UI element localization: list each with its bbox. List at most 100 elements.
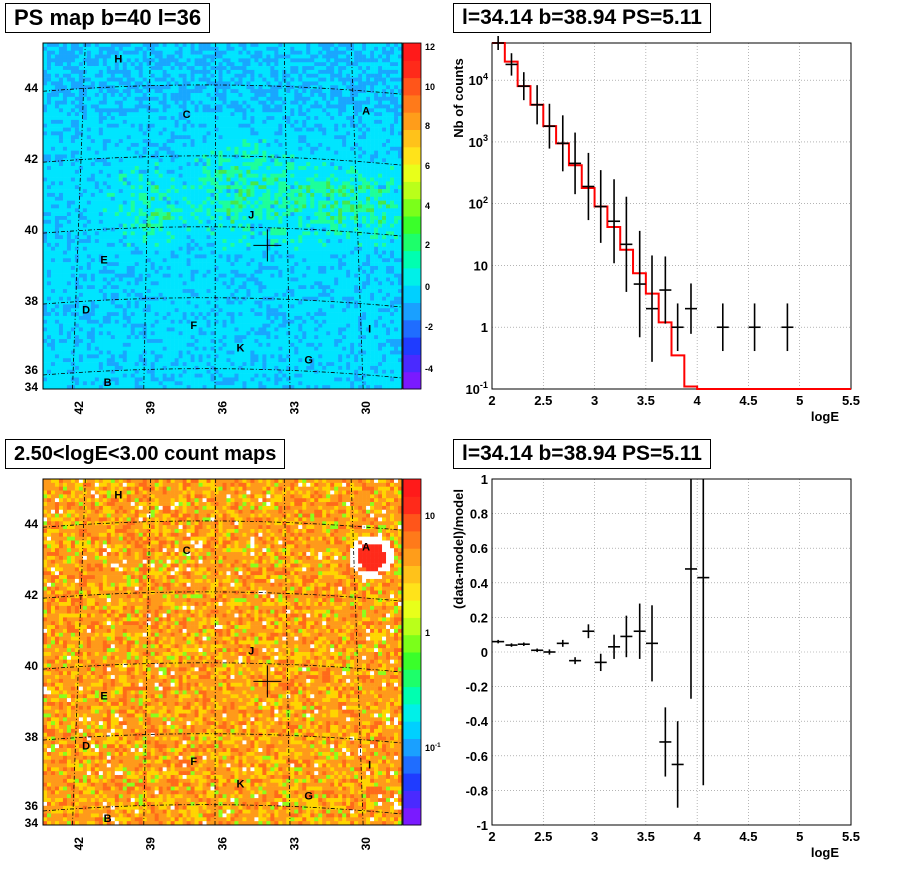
ps-map-pixel (262, 54, 267, 59)
ps-map-pixel (110, 135, 116, 140)
ps-map-pixel (122, 58, 128, 63)
ps-map-pixel (206, 350, 211, 355)
ps-map-pixel (90, 127, 96, 132)
ps-map-pixel (222, 81, 227, 86)
ps-map-pixel (54, 219, 60, 224)
ps-map-pixel (86, 181, 92, 186)
ps-map-pixel (214, 354, 219, 359)
ps-map-pixel (166, 73, 171, 78)
ps-map-pixel (50, 185, 56, 190)
ps-map-pixel (238, 158, 243, 163)
ps-map-pixel (142, 216, 148, 221)
ps-map-pixel (230, 369, 235, 374)
ps-map-pixel (118, 262, 124, 267)
ps-map-pixel (46, 77, 52, 82)
ps-map-pixel (246, 154, 251, 159)
ps-map-pixel (110, 116, 116, 121)
ps-map-pixel (234, 289, 239, 294)
ps-map-pixel (150, 208, 155, 213)
ps-map-pixel (166, 335, 171, 340)
ps-map-pixel (246, 104, 251, 109)
ps-map-pixel (122, 265, 128, 271)
ps-map-pixel (218, 181, 223, 186)
ps-map-pixel (146, 365, 151, 371)
ps-map-pixel (86, 177, 92, 182)
ps-map-pixel (102, 381, 108, 386)
ps-map-pixel (254, 381, 259, 386)
ps-map-pixel (54, 96, 60, 101)
ps-map-pixel (110, 300, 116, 305)
ps-map-pixel (82, 377, 88, 382)
ps-map-pixel (74, 239, 80, 244)
ps-map-pixel (258, 85, 263, 90)
ps-map-pixel (226, 189, 231, 194)
ps-map-pixel (122, 323, 128, 328)
ps-map-pixel (102, 69, 108, 75)
ps-map-pixel (158, 112, 163, 117)
ps-map-pixel (262, 162, 267, 167)
ps-map-pixel (90, 377, 96, 382)
ps-map-pixel (254, 273, 259, 278)
ps-map-pixel (110, 362, 116, 367)
ps-map-pixel (218, 204, 223, 209)
ps-map-pixel (190, 135, 195, 140)
ps-map-pixel (146, 192, 151, 198)
ps-map-pixel (43, 73, 48, 78)
ps-map-pixel (78, 300, 84, 305)
ps-map-pixel (46, 81, 52, 86)
ps-map-pixel (198, 89, 203, 94)
ps-map-pixel (186, 373, 191, 378)
ps-map-pixel (230, 142, 235, 148)
ps-map-pixel (78, 235, 84, 240)
ps-map-pixel (122, 135, 128, 140)
ps-map-pixel (210, 123, 215, 128)
ps-map-pixel (43, 185, 48, 190)
ps-map-pixel (202, 327, 207, 332)
ps-map-pixel (198, 189, 203, 194)
ps-map-pixel (218, 319, 223, 324)
ps-map-pixel (90, 96, 96, 101)
ps-map-pixel (166, 212, 171, 217)
ps-map-pixel (234, 181, 239, 186)
ps-map-pixel (54, 73, 60, 78)
ps-map-pixel (134, 258, 140, 263)
ps-map-pixel (130, 62, 136, 67)
ps-map-pixel (142, 350, 148, 355)
ps-map-pixel (74, 300, 80, 305)
ps-map-pixel (106, 119, 112, 125)
ps-map-pixel (190, 254, 195, 259)
ps-map-pixel (162, 173, 167, 178)
ps-map-pixel (246, 46, 251, 51)
ps-map-pixel (66, 289, 72, 294)
ps-map-pixel (190, 339, 195, 344)
ps-map-pixel (158, 69, 163, 75)
ps-map-pixel (218, 219, 223, 224)
ps-map-pixel (98, 196, 104, 201)
ps-map-pixel (78, 196, 84, 201)
ps-map-pixel (46, 189, 52, 194)
ps-map-pixel (50, 304, 56, 309)
ps-map-pixel (250, 323, 255, 328)
ps-map-pixel (138, 104, 144, 109)
ps-map-pixel (43, 350, 48, 355)
ps-map-pixel (74, 177, 80, 182)
ps-map-pixel (70, 285, 76, 290)
ps-map-pixel (78, 296, 84, 301)
ps-map-pixel (214, 192, 219, 198)
ps-map-pixel (94, 189, 100, 194)
ps-map-pixel (218, 385, 223, 390)
ps-map-pixel (46, 335, 52, 340)
ps-map-pixel (238, 385, 243, 390)
ps-map-pixel (154, 169, 159, 175)
ps-map-pixel (90, 196, 96, 201)
ps-map-pixel (258, 315, 263, 321)
ps-map-pixel (214, 146, 219, 151)
ps-map-pixel (82, 373, 88, 378)
ps-map-pixel (214, 300, 219, 305)
ps-map-pixel (162, 289, 167, 294)
ps-map-pixel (78, 304, 84, 309)
ps-map-pixel (242, 181, 247, 186)
ps-map-pixel (170, 200, 175, 205)
ps-map-pixel (214, 104, 219, 109)
ps-map-pixel (74, 77, 80, 82)
